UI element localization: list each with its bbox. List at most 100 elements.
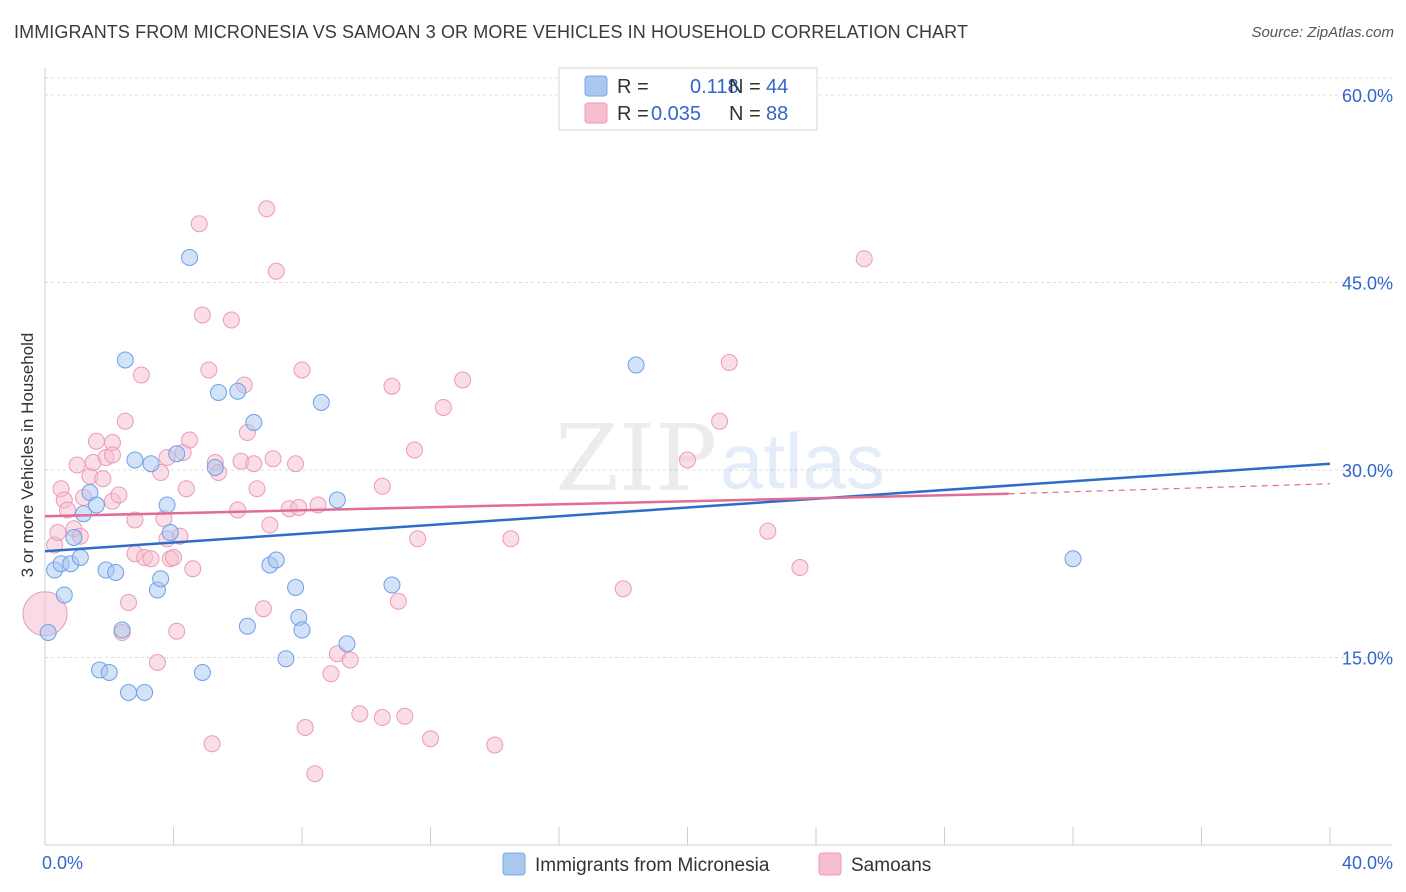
samoans-point [720, 354, 738, 371]
x-tick-label-min: 0.0% [42, 853, 83, 873]
micronesia-point [113, 621, 131, 639]
micronesia-point [209, 384, 227, 401]
samoans-point [614, 580, 632, 598]
samoans-point [142, 550, 160, 568]
bottom-legend-label-micronesia: Immigrants from Micronesia [535, 855, 770, 876]
source-label: Source: ZipAtlas.com [1251, 24, 1394, 41]
micronesia-point [238, 617, 256, 635]
samoans-point [396, 707, 414, 725]
micronesia-point [338, 635, 356, 653]
chart-title: IMMIGRANTS FROM MICRONESIA VS SAMOAN 3 O… [14, 22, 969, 42]
samoans-points [22, 200, 873, 783]
watermark: ZIP atlas [555, 405, 885, 512]
samoans-point [177, 480, 195, 498]
micronesia-point [193, 664, 211, 681]
samoans-trend-line [44, 492, 1009, 518]
samoans-point [200, 361, 218, 379]
samoans-point [679, 451, 696, 469]
samoans-point [855, 250, 873, 268]
samoans-point [110, 486, 128, 504]
samoans-point [229, 501, 247, 519]
micronesia-point [328, 491, 346, 509]
y-tick-labels: 15.0% 30.0% 45.0% 60.0% [1342, 86, 1393, 669]
samoans-point [267, 262, 285, 280]
legend-swatch-micronesia [584, 75, 608, 97]
y-tick-label: 60.0% [1342, 86, 1393, 106]
samoans-point [261, 516, 279, 534]
samoans-point [306, 765, 324, 783]
micronesia-point [71, 549, 89, 566]
watermark-atlas: atlas [720, 417, 885, 505]
samoans-point [434, 399, 452, 416]
micronesia-point [293, 621, 311, 639]
samoans-point [248, 480, 266, 498]
legend-n-value-1: 44 [766, 76, 788, 98]
micronesia-point [1064, 550, 1082, 568]
samoans-point [351, 705, 369, 723]
x-tick-label-max: 40.0% [1342, 853, 1393, 873]
legend-r-value-2: 0.035 [651, 103, 701, 125]
samoans-point [116, 412, 134, 430]
micronesia-point [312, 394, 330, 411]
samoans-point [258, 200, 276, 218]
micronesia-point [126, 451, 144, 469]
samoans-point [373, 709, 391, 726]
micronesia-point [161, 524, 179, 541]
legend-n-value-2: 88 [766, 103, 788, 125]
axes [44, 68, 1392, 846]
y-tick-label: 15.0% [1342, 649, 1393, 669]
y-tick-label: 30.0% [1342, 461, 1393, 481]
legend-r-label-2: R = [617, 103, 649, 125]
micronesia-point [181, 249, 199, 266]
micronesia-point [277, 650, 295, 668]
samoans-point [502, 530, 520, 548]
samoans-point [132, 366, 150, 384]
micronesia-point [383, 576, 401, 594]
bottom-legend-swatch-samoans [818, 852, 842, 876]
samoans-point [405, 441, 423, 459]
micronesia-point [168, 445, 186, 463]
micronesia-points [39, 249, 1082, 701]
micronesia-point [136, 684, 154, 701]
micronesia-point [152, 570, 170, 588]
samoans-point [759, 522, 777, 540]
samoans-point [293, 361, 311, 379]
samoans-point [322, 665, 340, 683]
micronesia-point [158, 496, 176, 514]
samoans-point [254, 600, 272, 618]
samoans-point [126, 511, 144, 529]
samoans-point [245, 455, 263, 473]
micronesia-point [116, 351, 134, 369]
y-axis-title: 3 or more Vehicles in Household [18, 333, 37, 578]
bottom-legend-swatch-micronesia [502, 852, 526, 876]
micronesia-point [87, 496, 105, 514]
samoans-point [165, 549, 182, 566]
samoans-point [58, 501, 76, 519]
legend-n-label-1: N = [729, 76, 761, 98]
trend-lines [44, 462, 1331, 553]
samoans-point [49, 524, 67, 541]
samoans-point [287, 455, 305, 473]
samoans-point [87, 432, 105, 450]
micronesia-point [627, 356, 645, 374]
samoans-point [190, 215, 208, 233]
grid-lines [45, 77, 1392, 658]
micronesia-point [142, 455, 160, 473]
y-tick-label: 45.0% [1342, 274, 1393, 294]
legend-n-label-2: N = [729, 103, 761, 125]
micronesia-point [39, 624, 57, 641]
samoans-point [120, 594, 138, 611]
samoans-point [181, 431, 199, 449]
legend-box: R = 0.118 N = 44 R = 0.035 N = 88 [558, 67, 818, 131]
micronesia-point [107, 564, 125, 581]
samoans-point [203, 735, 221, 753]
samoans-point [264, 450, 282, 468]
micronesia-point [229, 382, 247, 400]
samoans-point [711, 412, 729, 430]
bottom-legend: Immigrants from Micronesia Samoans [502, 852, 931, 876]
micronesia-point [55, 586, 73, 604]
samoans-point [94, 470, 112, 488]
legend-swatch-samoans [584, 102, 608, 124]
samoans-point [222, 311, 240, 329]
samoans-point [383, 377, 401, 395]
